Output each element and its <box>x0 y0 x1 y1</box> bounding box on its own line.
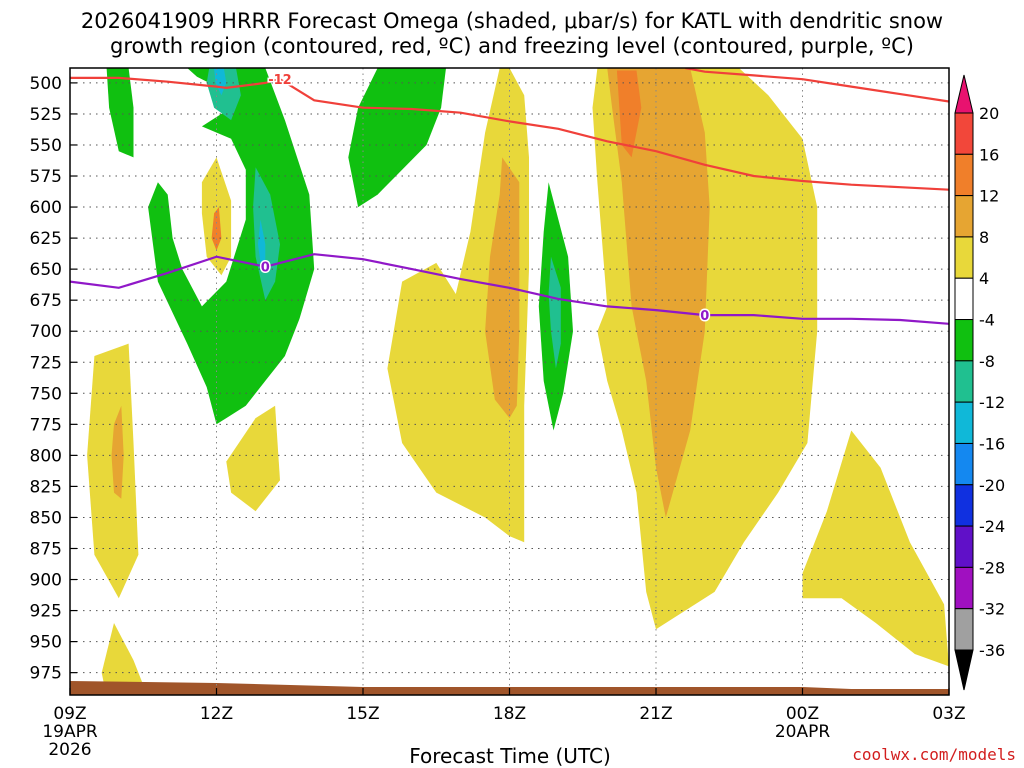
contour-line-1 <box>685 68 949 103</box>
colorbar-band <box>954 236 974 279</box>
colorbar-tick-label: -16 <box>979 434 1005 453</box>
x-tick-label: 12Z <box>200 704 233 724</box>
y-tick-label: 525 <box>30 105 62 125</box>
colorbar-band <box>954 484 974 527</box>
contour-line-2 <box>70 253 949 325</box>
omega-region-20 <box>258 219 266 270</box>
omega-region-16 <box>206 68 241 121</box>
colorbar-band <box>954 401 974 444</box>
colorbar-tick-label: -32 <box>979 600 1005 619</box>
omega-region-18 <box>548 256 561 369</box>
x-tick-date-label: 20APR <box>775 722 831 742</box>
x-axis-label: Forecast Time (UTC) <box>409 744 611 768</box>
y-tick-label: 575 <box>30 167 62 187</box>
contour-label-0: -12 <box>268 73 292 88</box>
x-tick-label: 00Z <box>786 704 819 724</box>
colorbar-tick-label: 16 <box>979 145 999 164</box>
colorbar-band <box>954 112 974 155</box>
colorbar-tick-label: -36 <box>979 641 1005 660</box>
y-tick-label: 550 <box>30 136 62 156</box>
colorbar-tick-label: -28 <box>979 558 1005 577</box>
x-tick-label: 21Z <box>639 704 672 724</box>
x-tick-date-label: 19APR <box>42 722 98 742</box>
colorbar-tick-label: 12 <box>979 187 999 206</box>
colorbar-band <box>954 153 974 197</box>
omega-region-7 <box>485 157 520 419</box>
colorbar-bottom-arrow <box>954 649 974 691</box>
colorbar-band <box>954 442 974 486</box>
colorbar-band <box>954 277 974 321</box>
y-tick-label: 675 <box>30 291 62 311</box>
colorbar-band <box>954 195 974 238</box>
contour-line-0 <box>70 76 949 191</box>
omega-region-8 <box>607 68 710 518</box>
colorbar-tick-label: -12 <box>979 393 1005 412</box>
x-tick-label: 03Z <box>932 704 965 724</box>
y-tick-label: 800 <box>30 446 62 466</box>
omega-region-12 <box>106 68 134 158</box>
colorbar-band <box>954 566 974 610</box>
y-tick-label: 500 <box>30 74 62 94</box>
y-tick-label: 950 <box>30 633 62 653</box>
y-tick-label: 750 <box>30 384 62 404</box>
x-tick-label: 15Z <box>346 704 379 724</box>
chart-title-line-1: 2026041909 HRRR Forecast Omega (shaded, … <box>80 9 944 33</box>
x-tick-label: 09Z <box>53 704 86 724</box>
source-credit: coolwx.com/models <box>852 745 1016 764</box>
colorbar-tick-label: 8 <box>979 228 989 247</box>
colorbar-band <box>954 525 974 568</box>
omega-region-14 <box>348 68 446 208</box>
omega-region-0 <box>387 68 529 543</box>
omega-region-4 <box>101 623 144 686</box>
omega-region-5 <box>802 430 949 667</box>
omega-region-13 <box>148 68 315 425</box>
omega-region-3 <box>226 405 280 512</box>
y-tick-label: 650 <box>30 260 62 280</box>
colorbar-tick-label: -4 <box>979 311 995 330</box>
x-tick-label: 18Z <box>493 704 526 724</box>
x-tick-year-label: 2026 <box>48 740 91 760</box>
colorbar-band <box>954 360 974 403</box>
chart-title-line-2: growth region (contoured, red, ºC) and f… <box>110 34 914 58</box>
colorbar-band <box>954 319 974 362</box>
y-tick-label: 825 <box>30 477 62 497</box>
y-tick-label: 625 <box>30 229 62 249</box>
y-tick-label: 600 <box>30 198 62 218</box>
y-tick-label: 925 <box>30 602 62 622</box>
colorbar-tick-label: 20 <box>979 104 999 123</box>
contour-label-1: 0 <box>261 261 270 276</box>
colorbar-top-arrow <box>954 74 974 114</box>
y-tick-label: 900 <box>30 571 62 591</box>
colorbar-tick-label: -24 <box>979 517 1005 536</box>
omega-region-9 <box>111 405 124 499</box>
colorbar-band <box>954 608 974 651</box>
colorbar-tick-label: -20 <box>979 476 1005 495</box>
y-tick-label: 975 <box>30 664 62 684</box>
y-tick-label: 700 <box>30 322 62 342</box>
colorbar-tick-label: 4 <box>979 269 989 288</box>
y-tick-label: 725 <box>30 353 62 373</box>
omega-region-17 <box>253 167 280 301</box>
y-tick-label: 875 <box>30 539 62 559</box>
contour-label-2: 0 <box>700 309 709 324</box>
y-tick-label: 775 <box>30 415 62 435</box>
y-tick-label: 850 <box>30 508 62 528</box>
colorbar-tick-label: -8 <box>979 352 995 371</box>
